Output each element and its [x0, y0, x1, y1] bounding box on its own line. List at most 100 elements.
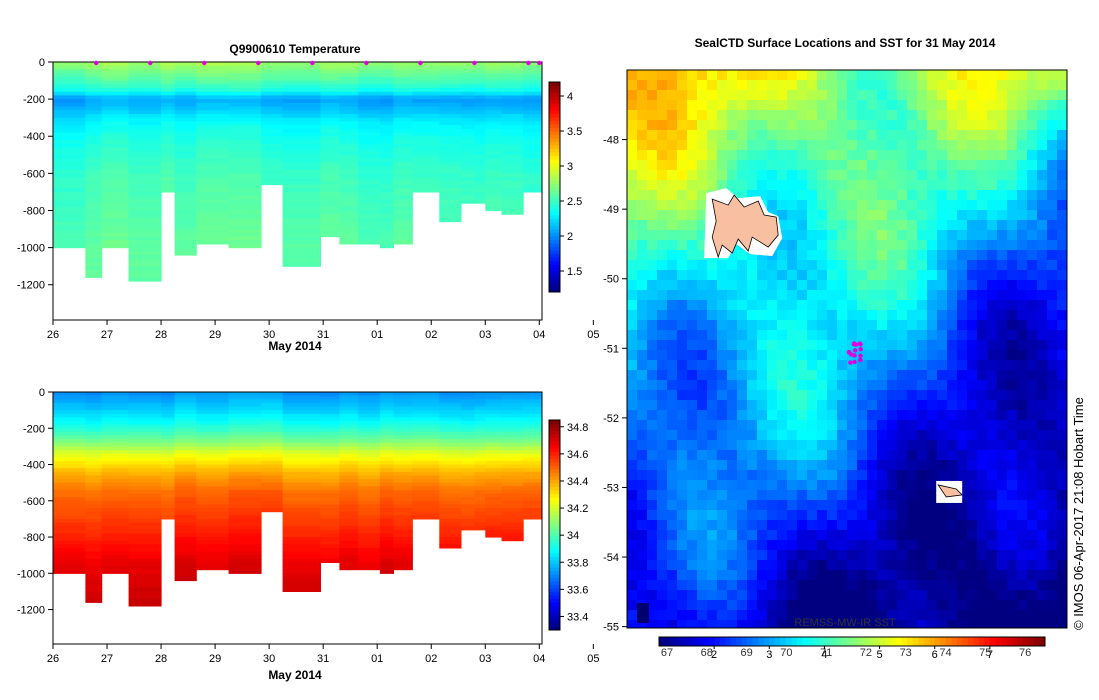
section-cell	[393, 406, 413, 411]
section-cell	[501, 99, 524, 104]
sst-cell	[647, 200, 658, 211]
section-cell	[474, 62, 486, 67]
sst-cell	[1017, 590, 1028, 601]
section-cell	[282, 195, 321, 200]
sst-cell	[667, 450, 678, 461]
y-tick-label: -600	[23, 496, 45, 508]
sst-cell	[767, 590, 778, 601]
sst-cell	[937, 150, 948, 161]
section-cell	[439, 522, 462, 527]
sst-cell	[1017, 110, 1028, 121]
section-cell	[358, 158, 381, 163]
section-cell	[485, 471, 503, 476]
section-cell	[282, 486, 321, 491]
sst-cell	[687, 600, 698, 611]
sst-cell	[707, 610, 718, 621]
section-cell	[228, 88, 262, 93]
sst-cell	[717, 320, 728, 331]
sst-cell	[897, 330, 908, 341]
section-cell	[228, 203, 262, 208]
sst-cell	[1047, 450, 1058, 461]
sst-cell	[917, 280, 928, 291]
sst-cell	[827, 100, 838, 111]
section-cell	[53, 500, 86, 505]
section-cell	[174, 464, 197, 469]
section-cell	[393, 493, 413, 498]
sst-colorbar-swatch	[824, 637, 831, 646]
sst-cell	[917, 390, 928, 401]
section-cell	[339, 169, 359, 174]
sst-colorbar-lower-tick: 5	[877, 649, 883, 661]
sst-cell	[907, 130, 918, 141]
section-cell	[128, 195, 162, 200]
sst-cell	[657, 420, 668, 431]
sst-cell	[717, 100, 728, 111]
section-cell	[379, 177, 394, 182]
section-cell	[439, 493, 462, 498]
sst-cell	[657, 580, 668, 591]
sst-cell	[637, 230, 648, 241]
sst-cell	[1057, 460, 1067, 471]
sst-cell	[997, 430, 1008, 441]
sst-cell	[697, 400, 708, 411]
section-cell	[261, 62, 284, 67]
section-cell	[161, 446, 176, 451]
sst-cell	[1037, 310, 1048, 321]
sst-cell	[697, 110, 708, 121]
section-cell	[501, 482, 524, 487]
sst-cell	[997, 140, 1008, 151]
sst-cell	[977, 600, 988, 611]
section-cell	[379, 73, 394, 78]
section-cell	[53, 558, 86, 563]
colorbar-swatch	[549, 451, 560, 456]
section-cell	[128, 457, 162, 462]
section-cell	[196, 225, 230, 230]
section-cell	[523, 140, 542, 145]
sst-cell	[777, 340, 788, 351]
section-cell	[320, 482, 340, 487]
section-cell	[358, 240, 381, 245]
sst-cell	[777, 280, 788, 291]
section-cell	[85, 479, 103, 484]
sst-cell	[1017, 210, 1028, 221]
section-cell	[196, 76, 230, 82]
sst-cell	[1047, 520, 1058, 531]
section-cell	[501, 471, 524, 476]
sst-cell	[997, 570, 1008, 581]
section-cell	[358, 210, 381, 215]
section-cell	[161, 511, 176, 516]
section-cell	[174, 468, 197, 473]
section-cell	[485, 169, 503, 174]
credit-text: © IMOS 06-Apr-2017 21:08 Hobart Time	[1071, 397, 1086, 630]
section-cell	[358, 508, 381, 513]
sst-cell	[1047, 170, 1058, 181]
section-cell	[485, 402, 503, 408]
section-cell	[228, 191, 262, 197]
sst-colorbar-swatch	[769, 637, 776, 646]
section-cell	[474, 486, 486, 491]
section-cell	[439, 154, 462, 160]
section-cell	[101, 232, 130, 238]
section-cell	[523, 128, 542, 134]
section-cell	[261, 410, 284, 415]
section-cell	[379, 518, 394, 524]
sst-cell	[677, 430, 688, 441]
section-cell	[358, 232, 381, 238]
sst-cell	[987, 190, 998, 201]
sst-cell	[777, 470, 788, 481]
section-cell	[412, 413, 440, 418]
section-cell	[196, 154, 230, 160]
section-cell	[485, 479, 503, 484]
sst-cell	[1037, 450, 1048, 461]
section-cell	[261, 471, 284, 476]
sst-cell	[667, 70, 678, 81]
sst-cell	[787, 380, 798, 391]
sst-cell	[757, 620, 768, 628]
section-cell	[339, 180, 359, 186]
sst-cell	[837, 130, 848, 141]
section-cell	[196, 413, 230, 418]
sst-cell	[797, 350, 808, 361]
sst-cell	[967, 470, 978, 481]
section-cell	[461, 62, 476, 67]
sst-cell	[907, 110, 918, 121]
